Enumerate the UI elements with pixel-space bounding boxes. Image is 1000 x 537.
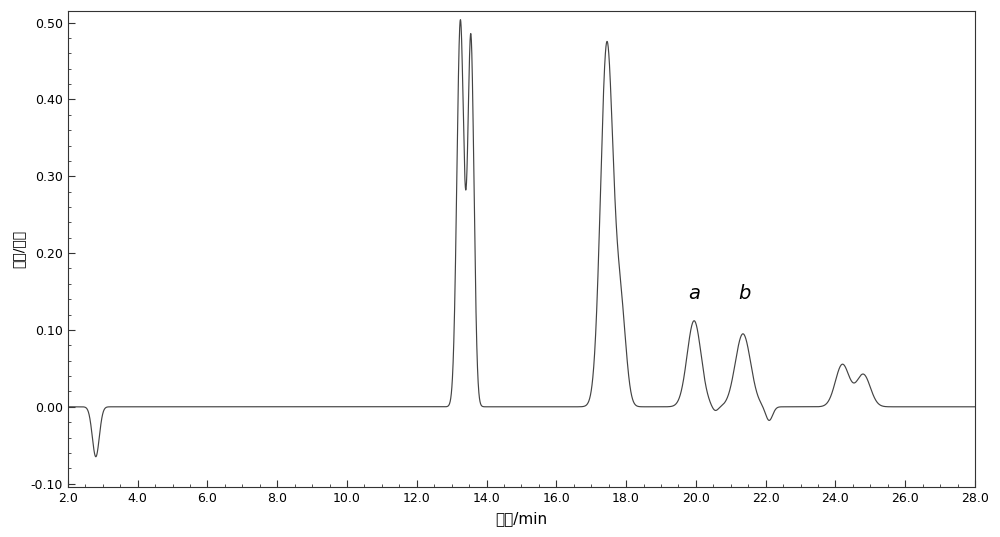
- Text: a: a: [688, 284, 700, 303]
- Text: b: b: [739, 284, 751, 303]
- Y-axis label: 响应/量纲: 响应/量纲: [11, 230, 25, 268]
- X-axis label: 时间/min: 时间/min: [495, 511, 547, 526]
